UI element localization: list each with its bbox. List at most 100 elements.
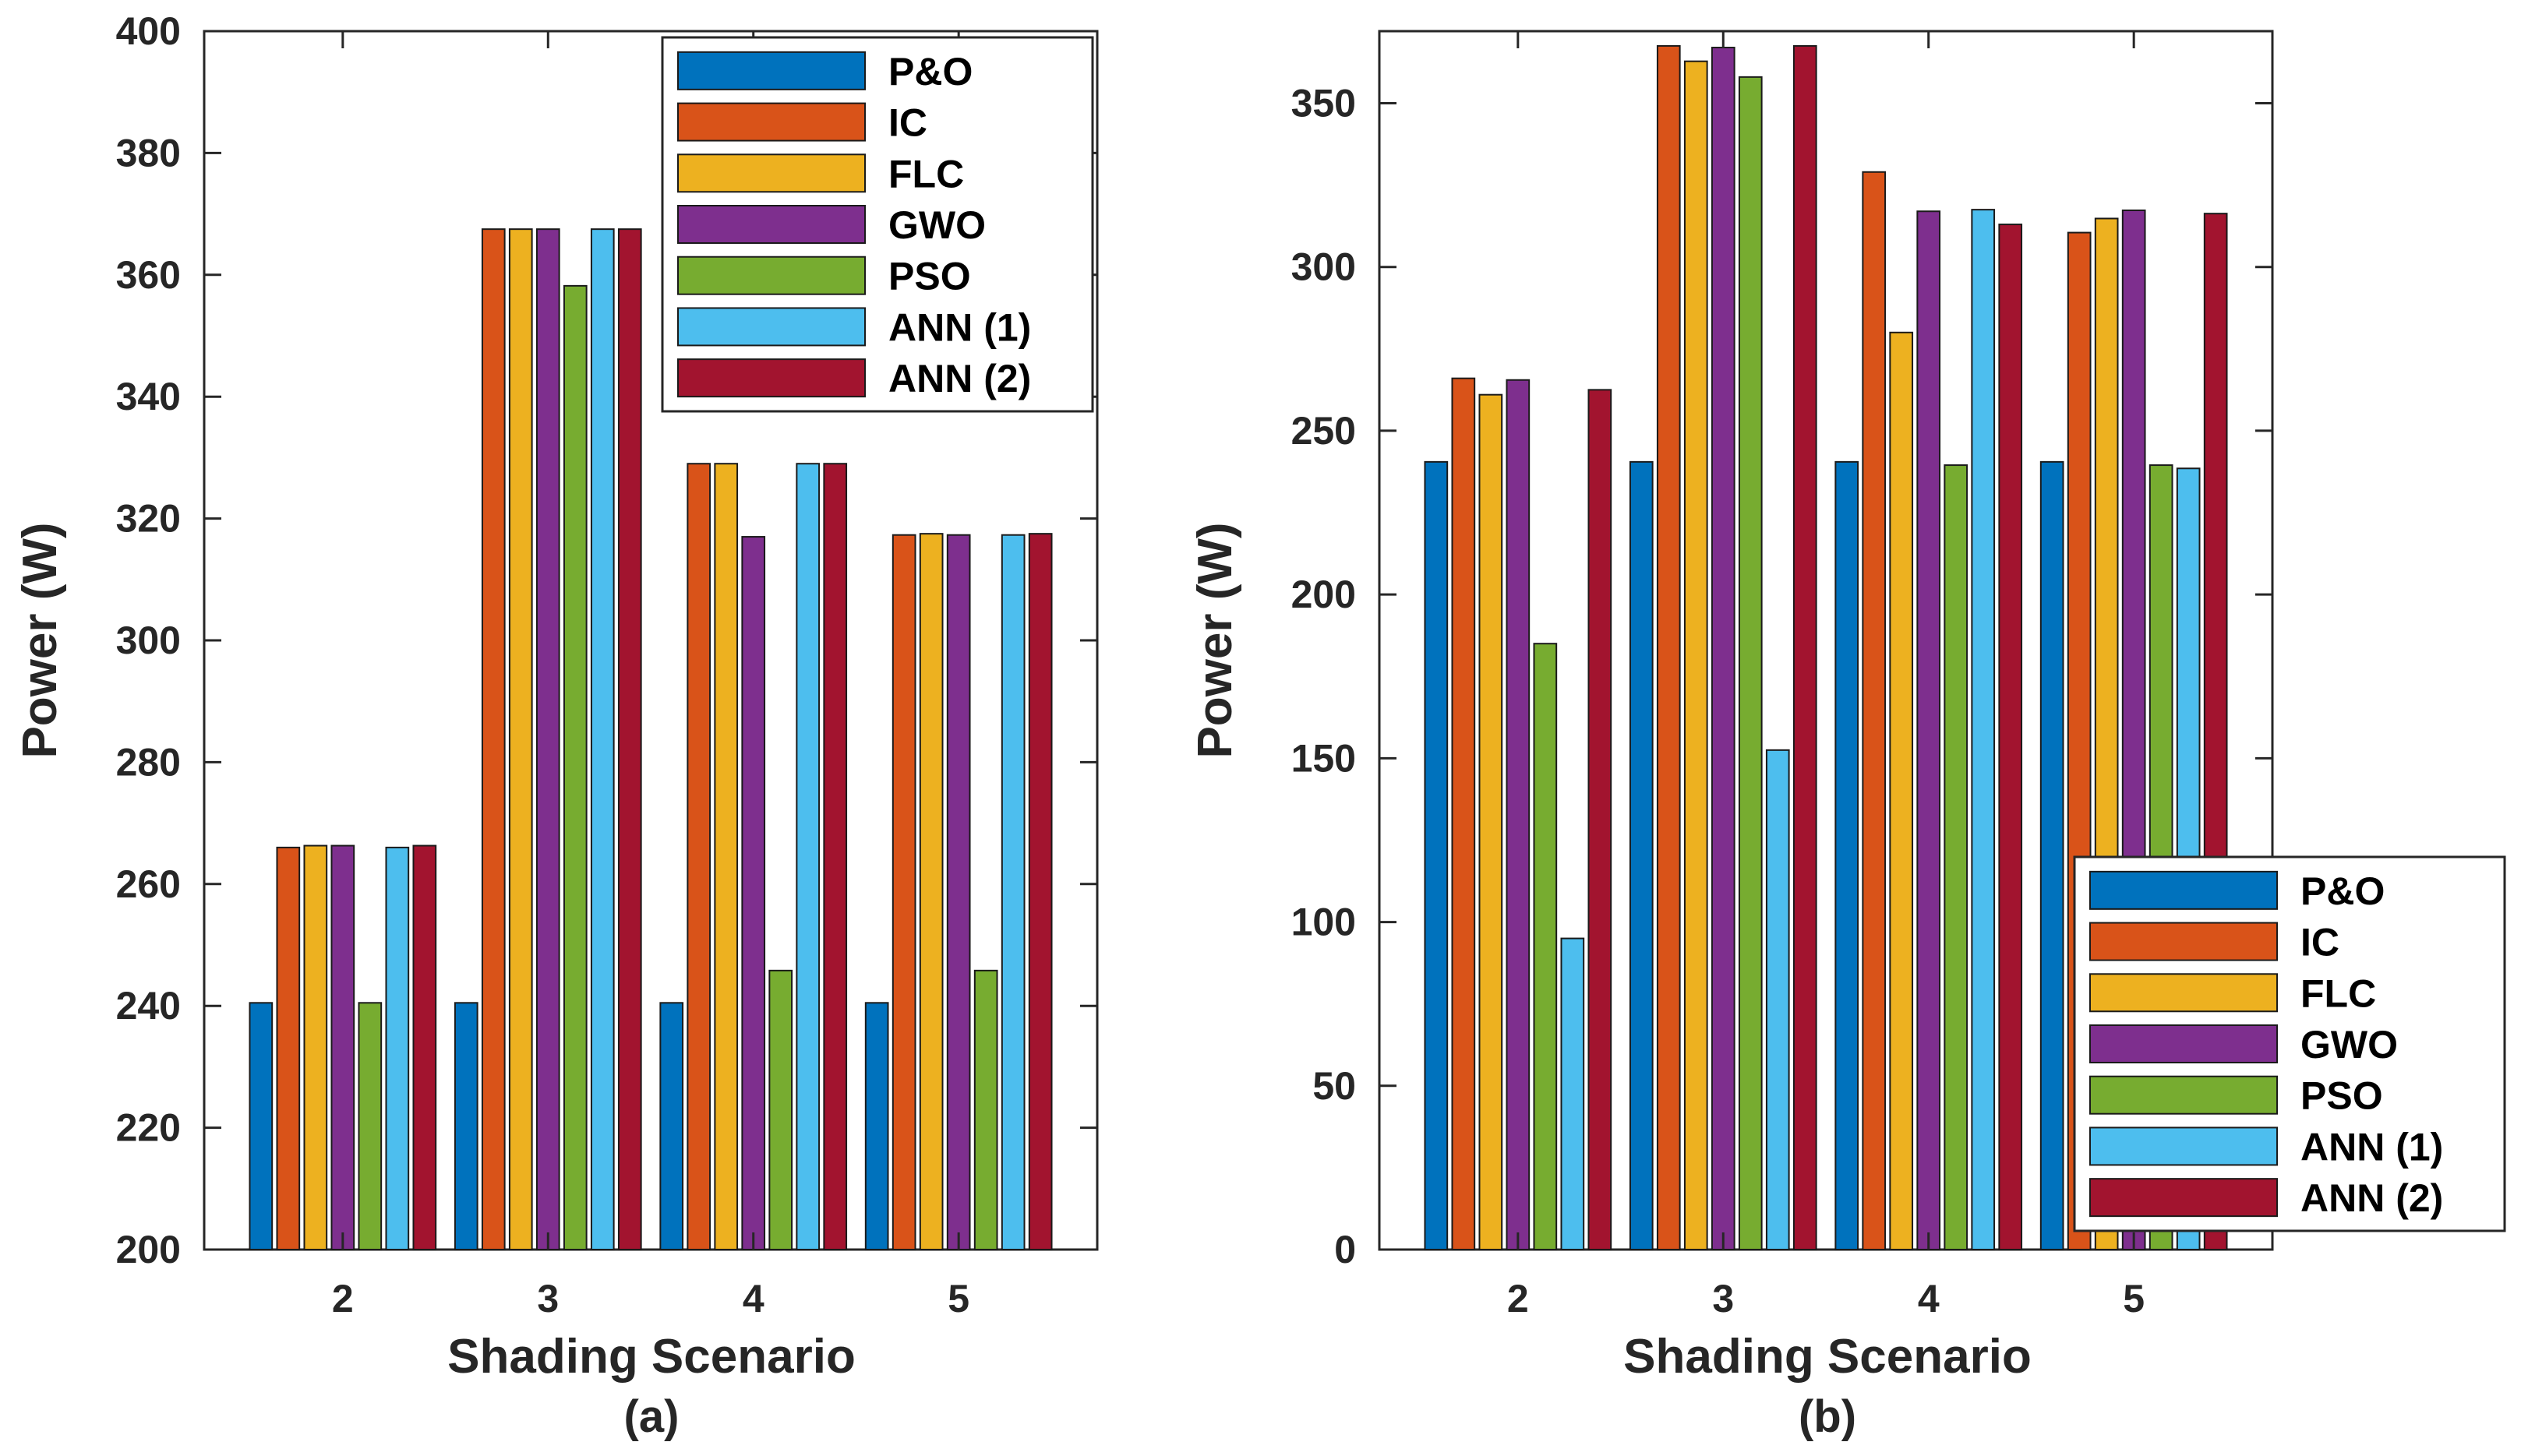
bar-ann-2--3 <box>1792 44 1817 1251</box>
bar-pso-4 <box>1944 464 1968 1250</box>
legend-b: P&O IC FLC GWO PSO ANN (1) ANN (2) <box>2073 855 2506 1232</box>
legend-label: IC <box>888 101 927 145</box>
bar-ann-1--3 <box>1765 749 1790 1250</box>
bar-ic-2 <box>1451 377 1476 1251</box>
bar-gwo-4 <box>741 536 766 1250</box>
x-tick-label: 5 <box>948 1277 969 1320</box>
bar-p-o-5 <box>864 1002 889 1251</box>
legend-a: P&O IC FLC GWO PSO ANN (1) ANN (2) <box>661 36 1094 413</box>
x-axis-label-a: Shading Scenario <box>447 1330 856 1384</box>
bar-p-o-3 <box>1629 460 1654 1250</box>
legend-swatch <box>2089 1178 2278 1218</box>
bar-ann-2--4 <box>1998 224 2023 1251</box>
bar-flc-2 <box>1478 393 1503 1251</box>
legend-label: GWO <box>888 203 986 247</box>
bar-ann-2--3 <box>617 228 642 1250</box>
bar-gwo-3 <box>1711 47 1735 1251</box>
bar-pso-2 <box>358 1002 383 1251</box>
bar-flc-3 <box>1683 60 1708 1251</box>
chart-b: 0 50 100 150 200 250 300 350 2 3 4 5 Power (W) Sha… <box>1188 30 2506 1442</box>
legend-label: ANN (1) <box>888 305 1031 349</box>
bar-pso-3 <box>563 284 588 1251</box>
legend-label: FLC <box>2300 971 2376 1015</box>
legend-label: PSO <box>888 255 971 298</box>
bar-gwo-3 <box>535 228 560 1250</box>
bar-gwo-2 <box>330 844 355 1251</box>
bar-gwo-4 <box>1916 210 1941 1250</box>
bar-gwo-2 <box>1506 379 1531 1250</box>
bar-p-o-3 <box>454 1002 478 1251</box>
bar-ann-1--2 <box>1560 937 1585 1251</box>
y-tick-label: 320 <box>116 497 181 541</box>
y-tick-label: 240 <box>116 984 181 1028</box>
legend-label: FLC <box>888 152 964 196</box>
bar-gwo-5 <box>946 534 971 1250</box>
x-tick-label: 4 <box>1918 1277 1940 1320</box>
y-axis-a: 200 220 240 260 280 300 320 340 360 380 400 <box>116 9 1097 1271</box>
legend-label: IC <box>2300 921 2339 964</box>
y-tick-label: 200 <box>116 1228 181 1271</box>
bar-ann-2--5 <box>1028 533 1053 1250</box>
bar-p-o-2 <box>249 1002 274 1251</box>
x-tick-label: 4 <box>743 1277 764 1320</box>
legend-swatch <box>2089 1075 2278 1115</box>
bar-ann-1--5 <box>1001 534 1026 1250</box>
y-tick-label: 300 <box>116 619 181 662</box>
legend-swatch <box>2089 1024 2278 1063</box>
bars-b <box>1424 44 2228 1251</box>
bar-ic-5 <box>892 534 916 1250</box>
bar-ann-1--2 <box>385 846 410 1250</box>
y-axis-b: 0 50 100 150 200 250 300 350 <box>1291 81 2272 1271</box>
x-tick-label: 3 <box>1712 1277 1734 1320</box>
y-tick-label: 400 <box>116 9 181 53</box>
bar-ic-4 <box>687 463 711 1250</box>
y-tick-label: 150 <box>1291 736 1356 780</box>
y-tick-label: 50 <box>1312 1064 1356 1108</box>
bar-p-o-4 <box>1834 460 1859 1250</box>
chart-a: 200 220 240 260 280 300 320 340 360 380 400 2 3 4 5 P… <box>13 9 1099 1442</box>
legend-swatch <box>677 51 866 90</box>
bar-pso-3 <box>1738 76 1763 1250</box>
bar-ic-3 <box>1656 44 1681 1251</box>
y-tick-label: 280 <box>116 740 181 784</box>
x-tick-label: 3 <box>537 1277 559 1320</box>
caption-b: (b) <box>1799 1391 1856 1442</box>
y-tick-label: 260 <box>116 862 181 906</box>
legend-swatch <box>2089 870 2278 910</box>
bar-ic-3 <box>481 228 506 1250</box>
y-tick-label: 100 <box>1291 901 1356 944</box>
x-axis-label-b: Shading Scenario <box>1623 1330 2032 1384</box>
bar-ic-4 <box>1862 171 1887 1251</box>
bar-pso-2 <box>1533 643 1558 1250</box>
bar-p-o-2 <box>1424 460 1449 1250</box>
bar-ann-1--4 <box>1971 209 1996 1250</box>
legend-swatch <box>677 205 866 244</box>
bar-ann-2--4 <box>823 463 848 1250</box>
legend-label: ANN (2) <box>888 357 1031 400</box>
y-tick-label: 250 <box>1291 409 1356 453</box>
bar-ann-2--2 <box>412 844 437 1251</box>
legend-label: P&O <box>888 50 973 93</box>
bar-ann-2--2 <box>1587 389 1612 1250</box>
x-axis-b: 2 3 4 5 <box>1507 31 2145 1320</box>
legend-swatch <box>2089 1126 2278 1166</box>
legend-label: ANN (2) <box>2300 1176 2443 1220</box>
bar-p-o-4 <box>659 1002 684 1251</box>
legend-swatch <box>677 256 866 295</box>
legend-swatch <box>677 102 866 142</box>
bar-p-o-5 <box>2039 460 2064 1250</box>
bar-flc-4 <box>1889 331 1914 1251</box>
bar-flc-3 <box>508 228 533 1250</box>
caption-a: (a) <box>624 1391 680 1442</box>
y-tick-label: 340 <box>116 375 181 418</box>
bar-ann-1--3 <box>590 228 615 1250</box>
bar-flc-5 <box>919 533 944 1250</box>
legend-swatch <box>2089 922 2278 961</box>
bar-flc-2 <box>303 844 328 1251</box>
bars-a <box>249 228 1053 1251</box>
legend-swatch <box>677 358 866 398</box>
y-tick-label: 200 <box>1291 573 1356 616</box>
y-tick-label: 360 <box>116 253 181 297</box>
bar-ann-1--4 <box>796 463 821 1250</box>
